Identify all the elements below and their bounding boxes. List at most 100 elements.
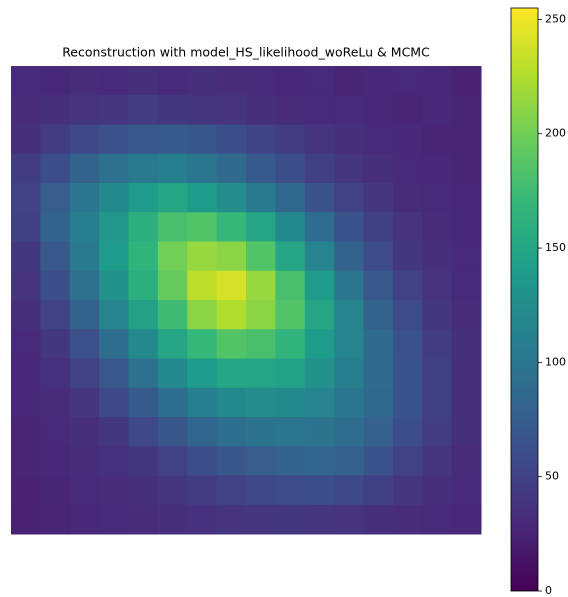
heatmap-cell — [305, 154, 335, 184]
heatmap-cell — [364, 212, 394, 242]
heatmap-cell — [364, 300, 394, 330]
heatmap-cell — [275, 505, 305, 535]
heatmap-cell — [246, 417, 276, 447]
heatmap-cell — [334, 125, 364, 155]
heatmap-cell — [158, 66, 188, 96]
heatmap-cell — [334, 271, 364, 301]
heatmap-cell — [217, 154, 247, 184]
heatmap-cell — [158, 446, 188, 476]
heatmap-cell — [40, 125, 70, 155]
heatmap-cell — [40, 388, 70, 418]
heatmap-cell — [187, 446, 217, 476]
heatmap-cell — [99, 446, 129, 476]
heatmap-cell — [452, 476, 482, 506]
heatmap-cell — [40, 505, 70, 535]
heatmap-cell — [246, 446, 276, 476]
heatmap-cell — [334, 446, 364, 476]
heatmap-cell — [70, 388, 100, 418]
heatmap-cell — [11, 271, 41, 301]
colorbar — [511, 8, 538, 591]
heatmap-cell — [275, 183, 305, 213]
colorbar-tick-label: 250 — [545, 12, 566, 25]
heatmap-cell — [246, 212, 276, 242]
heatmap-cell — [422, 476, 452, 506]
heatmap-cell — [187, 476, 217, 506]
heatmap-cell — [422, 300, 452, 330]
heatmap-cell — [334, 66, 364, 96]
heatmap-cell — [99, 183, 129, 213]
heatmap-cell — [187, 242, 217, 272]
heatmap-cell — [422, 154, 452, 184]
heatmap-cell — [393, 359, 423, 389]
heatmap-cell — [393, 154, 423, 184]
heatmap-cell — [452, 417, 482, 447]
heatmap-cell — [275, 154, 305, 184]
heatmap-cell — [129, 417, 159, 447]
heatmap-cell — [129, 95, 159, 125]
heatmap-cell — [11, 476, 41, 506]
heatmap-cell — [452, 388, 482, 418]
heatmap-cell — [11, 125, 41, 155]
heatmap-cell — [99, 125, 129, 155]
heatmap-cell — [99, 66, 129, 96]
heatmap-cell — [275, 242, 305, 272]
heatmap-cell — [70, 359, 100, 389]
heatmap-cell — [40, 446, 70, 476]
heatmap-cell — [40, 359, 70, 389]
heatmap-cell — [422, 329, 452, 359]
heatmap-cell — [305, 300, 335, 330]
heatmap-cell — [40, 183, 70, 213]
heatmap-cell — [187, 154, 217, 184]
heatmap-cell — [393, 271, 423, 301]
heatmap-cell — [275, 66, 305, 96]
heatmap-cell — [99, 505, 129, 535]
heatmap-cell — [40, 329, 70, 359]
heatmap-cell — [217, 476, 247, 506]
heatmap-cell — [187, 417, 217, 447]
heatmap-cell — [40, 300, 70, 330]
heatmap-cell — [217, 242, 247, 272]
heatmap-cell — [275, 300, 305, 330]
heatmap-cell — [393, 66, 423, 96]
heatmap-cell — [158, 183, 188, 213]
heatmap-cell — [305, 417, 335, 447]
chart-title: Reconstruction with model_HS_likelihood_… — [62, 45, 430, 60]
heatmap-cell — [187, 66, 217, 96]
heatmap-cell — [70, 446, 100, 476]
heatmap-cell — [99, 212, 129, 242]
heatmap-cell — [129, 446, 159, 476]
heatmap-cell — [246, 66, 276, 96]
heatmap-cell — [129, 212, 159, 242]
heatmap-cell — [217, 388, 247, 418]
heatmap-cell — [334, 505, 364, 535]
heatmap-cell — [70, 183, 100, 213]
heatmap-cell — [217, 125, 247, 155]
heatmap-cell — [129, 476, 159, 506]
heatmap-cell — [393, 476, 423, 506]
heatmap-cell — [364, 505, 394, 535]
colorbar-tick-label: 100 — [545, 355, 566, 368]
heatmap-cell — [334, 359, 364, 389]
heatmap-cell — [305, 476, 335, 506]
heatmap-cell — [393, 329, 423, 359]
heatmap-cell — [187, 271, 217, 301]
heatmap-cell — [70, 476, 100, 506]
heatmap-cell — [11, 66, 41, 96]
heatmap-cell — [187, 125, 217, 155]
heatmap-cell — [452, 212, 482, 242]
heatmap-cell — [393, 505, 423, 535]
heatmap-cell — [187, 95, 217, 125]
heatmap-cell — [305, 242, 335, 272]
heatmap-cell — [246, 300, 276, 330]
heatmap-cell — [452, 329, 482, 359]
heatmap-cell — [334, 95, 364, 125]
heatmap-cell — [452, 359, 482, 389]
heatmap-cell — [393, 95, 423, 125]
heatmap-cell — [158, 212, 188, 242]
heatmap-cell — [246, 329, 276, 359]
heatmap-cell — [11, 505, 41, 535]
heatmap-cell — [129, 300, 159, 330]
heatmap-cell — [246, 388, 276, 418]
heatmap-cell — [452, 183, 482, 213]
heatmap-cell — [275, 125, 305, 155]
